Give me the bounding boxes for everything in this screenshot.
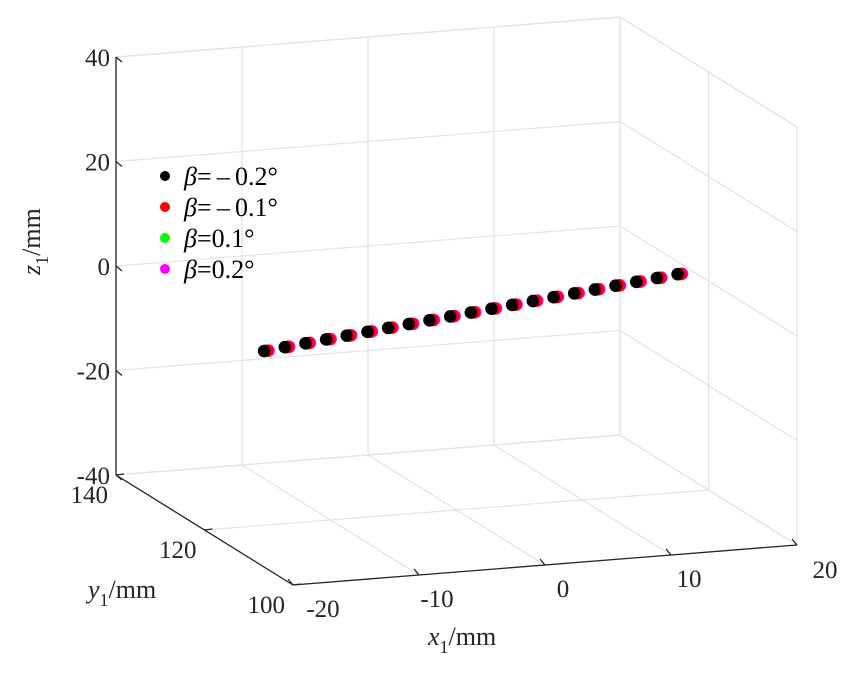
data-point	[361, 325, 374, 339]
data-point	[402, 317, 416, 331]
gridline-right-z	[619, 225, 798, 337]
gridline-back-z	[115, 120, 621, 163]
z-tick-label: -40	[77, 463, 110, 490]
y-tick	[292, 583, 302, 586]
z-tick-label: 40	[85, 45, 110, 72]
z-tick	[115, 265, 123, 272]
data-points	[257, 267, 689, 358]
axis-labels: x1/mm y1/mm z1/mm	[17, 208, 496, 657]
data-point	[485, 302, 498, 316]
x-tick	[287, 578, 294, 586]
x-tick	[413, 568, 420, 576]
data-point	[609, 279, 622, 292]
data-point	[423, 313, 436, 327]
x-tick	[539, 558, 546, 566]
data-point	[650, 271, 664, 285]
gridline-back-z	[115, 225, 621, 267]
data-point	[505, 298, 519, 312]
legend: β= – 0.2°β= – 0.1°β=0.1°β=0.2°	[160, 162, 278, 284]
data-point	[443, 310, 457, 323]
x-tick-label: -10	[420, 586, 453, 613]
legend-label: β=0.2°	[183, 255, 255, 284]
z-tick-label: -20	[77, 359, 110, 386]
y-axis-label: y1/mm	[85, 575, 156, 610]
gridline-floor-y	[204, 489, 709, 531]
legend-label: β= – 0.1°	[183, 193, 278, 222]
gridline-floor-y	[115, 434, 621, 476]
legend-marker	[160, 264, 170, 274]
data-point	[547, 290, 560, 304]
data-point	[671, 267, 684, 281]
gridline-right-z	[619, 329, 798, 442]
axes	[115, 56, 798, 586]
data-point	[588, 283, 602, 296]
x-tick-label: 20	[813, 557, 838, 584]
data-point	[567, 287, 581, 300]
box-edge	[115, 16, 621, 58]
grid-lines	[115, 16, 798, 586]
legend-label: β=0.1°	[183, 224, 255, 253]
data-point	[257, 344, 271, 358]
x-tick-label: 0	[557, 576, 570, 603]
legend-label: β= – 0.2°	[183, 162, 278, 191]
z-axis-label: z1/mm	[17, 208, 52, 276]
x-tick-label: -20	[306, 596, 339, 623]
z-tick	[115, 56, 123, 63]
z-tick-label: 20	[85, 150, 110, 177]
y-tick-label: 100	[248, 592, 286, 619]
y-tick-label: 120	[159, 537, 197, 564]
data-point	[464, 306, 478, 319]
box-edge	[619, 16, 798, 128]
y-tick-label: 140	[71, 482, 109, 509]
x-axis-label: x1/mm	[427, 622, 496, 657]
legend-marker	[160, 171, 170, 181]
legend-marker	[160, 202, 170, 212]
data-point	[278, 340, 292, 354]
data-point	[299, 337, 312, 350]
gridline-right-z	[619, 120, 798, 233]
data-point	[381, 321, 395, 335]
y-tick	[115, 473, 125, 476]
tick-labels: -40 -20 0 20 40 100 120 140 -20 -10 0 10 20	[71, 45, 838, 623]
data-point	[629, 275, 643, 289]
z-tick	[115, 474, 123, 481]
data-point	[319, 333, 333, 346]
z-tick	[115, 370, 123, 376]
x-tick-label: 10	[677, 566, 702, 593]
data-point	[340, 329, 354, 342]
data-point	[526, 294, 540, 308]
x-tick	[791, 538, 798, 546]
gridline-back-z	[115, 329, 621, 372]
x-tick	[665, 548, 672, 556]
z-tick-label: 0	[98, 254, 111, 281]
legend-marker	[160, 233, 170, 243]
z-tick	[115, 161, 123, 167]
series-β=−0.2°	[257, 267, 684, 358]
y-tick	[204, 528, 213, 531]
